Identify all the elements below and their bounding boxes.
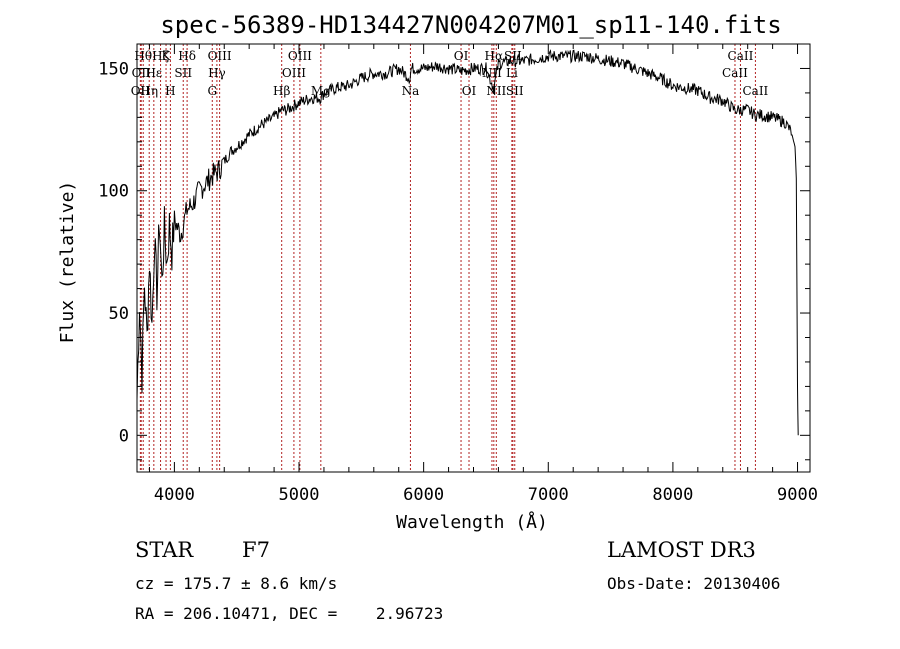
- spectral-line-label: CaII: [722, 66, 748, 80]
- spectral-line-label: OI: [454, 49, 469, 63]
- x-tick-label: 6000: [403, 485, 444, 505]
- spectral-line-label: Hδ: [178, 49, 196, 63]
- spectral-line-label: Hε: [145, 66, 162, 80]
- x-tick-label: 7000: [528, 485, 569, 505]
- y-tick-label: 50: [109, 304, 129, 324]
- y-tick-label: 150: [98, 59, 129, 79]
- spectral-line-label: H: [165, 84, 175, 98]
- coordinates-line: RA = 206.10471, DEC = 2.96723: [135, 604, 444, 623]
- y-tick-label: 0: [119, 426, 129, 446]
- survey-name: LAMOST DR3: [607, 538, 756, 562]
- spectral-line-label: Hθ: [134, 49, 152, 63]
- spectral-line-label: SII: [174, 66, 192, 80]
- spectral-line-label: CaII: [742, 84, 768, 98]
- spectral-line-label: Hζ: [152, 49, 169, 63]
- spectral-line-labels: OIIOIIHθHηHεHζKHSIIHδGHγOIIIHβOIIIOIIIMg…: [131, 49, 769, 98]
- x-axis-label: Wavelength (Å): [396, 511, 548, 533]
- spectral-line-label: OI: [462, 84, 477, 98]
- spectral-line-label: CaII: [728, 49, 754, 63]
- spectral-line-label: OII: [131, 84, 151, 98]
- spectral-line-label: K: [162, 49, 172, 63]
- spectral-line-label: SII: [506, 84, 524, 98]
- spectral-line-label: NII: [486, 84, 506, 98]
- spectral-line-label: OII: [132, 66, 152, 80]
- object-subclass: F7: [242, 538, 270, 562]
- observation-date: Obs-Date: 20130406: [607, 574, 781, 593]
- spectral-line-label: Hγ: [208, 66, 226, 80]
- chart-title: spec-56389-HD134427N004207M01_sp11-140.f…: [160, 11, 781, 39]
- x-tick-label: 8000: [652, 485, 693, 505]
- spectral-line-label: G: [207, 84, 217, 98]
- spectral-line-label: Li: [506, 66, 518, 80]
- x-tick-label: 5000: [279, 485, 320, 505]
- spectral-line-label: Hβ: [273, 84, 290, 98]
- object-type: STAR: [135, 538, 194, 562]
- spectral-line-label: Hη: [140, 84, 158, 98]
- spectral-line-markers: [139, 44, 756, 472]
- x-tick-label: 4000: [154, 485, 195, 505]
- x-tick-label: 9000: [777, 485, 818, 505]
- series-layer: [136, 49, 799, 436]
- series-line-flux: [136, 49, 799, 436]
- y-tick-label: 100: [98, 182, 129, 202]
- redshift-line: cz = 175.7 ± 8.6 km/s: [135, 574, 338, 593]
- plot-frame: [136, 43, 811, 473]
- spectral-line-label: Na: [402, 84, 420, 98]
- spectral-line-label: OIII: [282, 66, 306, 80]
- y-axis: 0 50 100 150: [98, 43, 810, 461]
- y-axis-label: Flux (relative): [57, 181, 78, 344]
- spectral-line-label: OIII: [288, 49, 312, 63]
- x-axis: 4000 5000 6000 7000 8000 9000: [148, 44, 818, 505]
- spectral-line-label: OIII: [208, 49, 232, 63]
